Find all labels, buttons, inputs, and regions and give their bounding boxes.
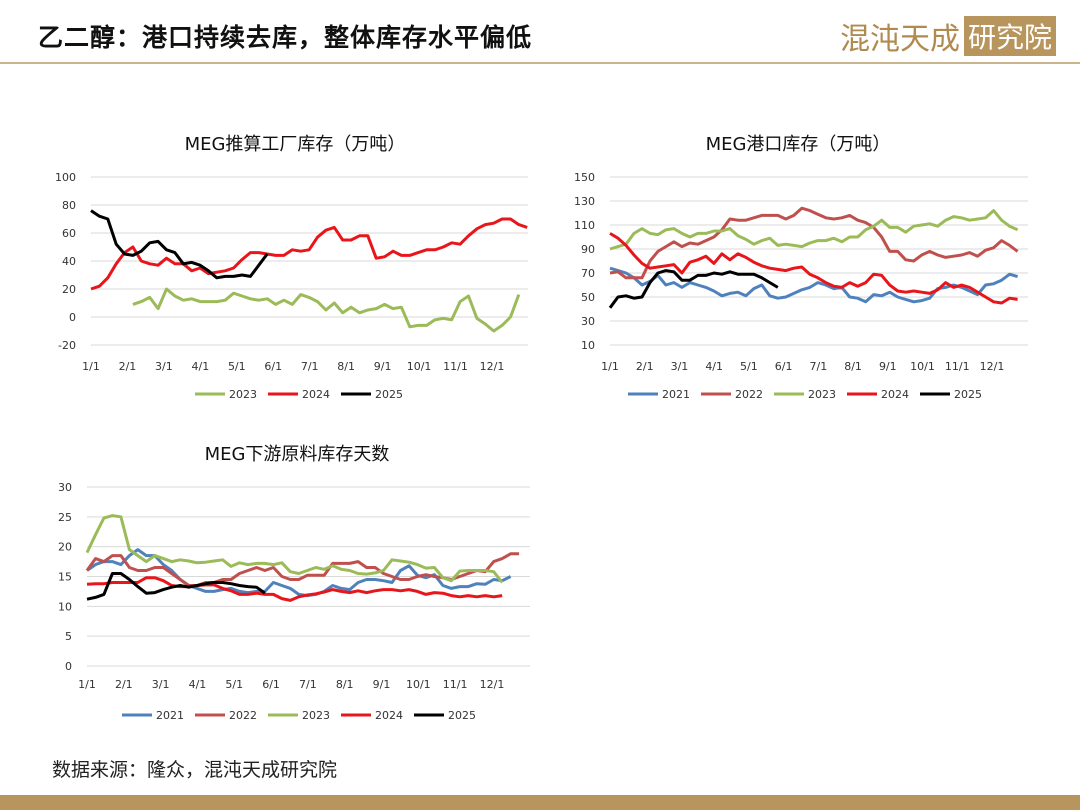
x-tick-label: 11/1 [945,360,970,373]
x-tick-label: 7/1 [809,360,827,373]
x-tick-label: 10/1 [407,360,432,373]
x-tick-label: 3/1 [152,678,170,691]
legend-label-2022: 2022 [735,388,763,401]
legend-label-2024: 2024 [881,388,909,401]
y-tick-label: 10 [58,600,72,613]
x-tick-label: 5/1 [225,678,243,691]
logo-box-text: 研究院 [963,16,1056,56]
series-line-2024 [609,232,1018,305]
x-tick-label: 10/1 [406,678,431,691]
y-tick-label: 130 [574,195,595,208]
x-tick-label: 8/1 [336,678,354,691]
y-tick-label: 15 [58,571,72,584]
y-tick-label: 110 [574,219,595,232]
x-tick-label: 3/1 [671,360,689,373]
x-tick-label: 9/1 [373,678,391,691]
y-tick-label: 150 [574,171,595,184]
footer-bar [0,795,1080,810]
x-tick-label: 2/1 [636,360,654,373]
legend-label-2021: 2021 [156,709,184,722]
series-line-2025 [608,269,779,309]
x-tick-label: 6/1 [262,678,280,691]
legend-label-2025: 2025 [954,388,982,401]
logo: 混沌天成 研究院 [840,14,1056,58]
x-tick-label: 9/1 [374,360,392,373]
x-tick-label: 11/1 [443,360,468,373]
y-tick-label: 70 [581,267,595,280]
y-tick-label: 60 [62,227,76,240]
chart-title: MEG港口库存（万吨） [706,134,891,155]
x-tick-label: 11/1 [443,678,468,691]
y-tick-label: 90 [581,243,595,256]
x-tick-label: 12/1 [980,360,1005,373]
y-tick-label: 0 [65,660,72,673]
y-tick-label: 20 [58,541,72,554]
series-line-2024 [86,576,503,602]
x-tick-label: 1/1 [82,360,100,373]
page-title: 乙二醇：港口持续去库，整体库存水平偏低 [38,23,533,52]
y-tick-label: 25 [58,511,72,524]
x-tick-label: 5/1 [228,360,246,373]
legend-label-2023: 2023 [229,388,257,401]
legend-label-2022: 2022 [229,709,257,722]
x-tick-label: 10/1 [910,360,935,373]
legend-label-2024: 2024 [375,709,403,722]
y-tick-label: 10 [581,339,595,352]
header-divider [0,62,1080,64]
y-tick-label: -20 [58,339,76,352]
series-line-2023 [609,209,1019,251]
logo-text: 混沌天成 [839,22,960,57]
x-tick-label: 4/1 [189,678,207,691]
y-tick-label: 100 [55,171,76,184]
x-tick-label: 1/1 [78,678,96,691]
series-line-2025 [86,572,266,601]
x-tick-label: 12/1 [480,678,505,691]
y-tick-label: 0 [69,311,76,324]
y-tick-label: 20 [62,283,76,296]
legend-label-2024: 2024 [302,388,330,401]
legend-label-2025: 2025 [448,709,476,722]
x-tick-label: 8/1 [337,360,355,373]
series-line-2025 [90,209,269,280]
source-note: 数据来源：隆众，混沌天成研究院 [52,759,338,781]
legend-label-2023: 2023 [302,709,330,722]
legend-label-2023: 2023 [808,388,836,401]
chart-title: MEG下游原料库存天数 [205,444,390,465]
x-tick-label: 4/1 [192,360,210,373]
x-tick-label: 1/1 [601,360,619,373]
x-tick-label: 9/1 [879,360,897,373]
y-tick-label: 50 [581,291,595,304]
x-tick-label: 12/1 [480,360,505,373]
x-tick-label: 7/1 [299,678,317,691]
y-tick-label: 5 [65,630,72,643]
x-tick-label: 8/1 [844,360,862,373]
x-tick-label: 2/1 [119,360,137,373]
x-tick-label: 3/1 [155,360,173,373]
legend-label-2025: 2025 [375,388,403,401]
x-tick-label: 5/1 [740,360,758,373]
y-tick-label: 40 [62,255,76,268]
y-tick-label: 30 [58,481,72,494]
series-line-2022 [609,206,1019,280]
x-tick-label: 6/1 [264,360,282,373]
y-tick-label: 30 [581,315,595,328]
legend-label-2021: 2021 [662,388,690,401]
series-line-2021 [86,548,512,598]
series-line-2024 [90,217,528,291]
y-tick-label: 80 [62,199,76,212]
series-line-2023 [85,514,504,584]
x-tick-label: 4/1 [705,360,723,373]
x-tick-label: 6/1 [775,360,793,373]
x-tick-label: 2/1 [115,678,133,691]
series-line-2023 [132,287,521,333]
x-tick-label: 7/1 [301,360,319,373]
chart-title: MEG推算工厂库存（万吨） [185,134,406,155]
